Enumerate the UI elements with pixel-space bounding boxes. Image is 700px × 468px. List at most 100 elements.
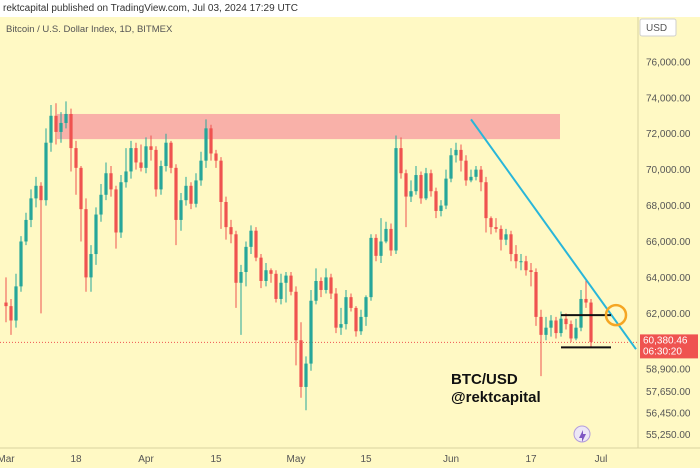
- price-tick-label: 72,000.00: [646, 129, 691, 140]
- candle-body: [344, 297, 348, 325]
- candle-body: [309, 300, 313, 364]
- candle-body: [364, 297, 368, 317]
- candle-body: [14, 286, 18, 321]
- last-price-tag: [640, 334, 698, 359]
- candle-body: [494, 227, 498, 229]
- candle-body: [524, 261, 528, 271]
- price-tick-label: 76,000.00: [646, 57, 691, 68]
- candle-body: [459, 149, 463, 161]
- candle-body: [469, 176, 473, 181]
- candle-body: [24, 219, 28, 242]
- candle-body: [519, 261, 523, 263]
- candle-body: [589, 302, 593, 343]
- candle-body: [429, 173, 433, 192]
- candle-body: [84, 209, 88, 278]
- time-tick-label: 18: [70, 454, 82, 465]
- candle-body: [209, 128, 213, 154]
- candle-body: [399, 148, 403, 174]
- candle-body: [484, 182, 488, 219]
- price-tick-label: 70,000.00: [646, 165, 691, 176]
- downtrend-line: [470, 118, 637, 350]
- candle-body: [184, 185, 188, 201]
- candle-body: [454, 149, 458, 156]
- candle-body: [94, 214, 98, 255]
- candle-body: [289, 275, 293, 292]
- highlight-circle: [604, 303, 628, 327]
- candle-body: [264, 270, 268, 281]
- time-tick-label: 17: [525, 454, 537, 465]
- candle-body: [324, 277, 328, 290]
- candle-body: [134, 148, 138, 163]
- candle-body: [544, 327, 548, 335]
- candle-body: [559, 318, 563, 334]
- candle-body: [584, 298, 588, 303]
- time-tick-label: 15: [360, 454, 372, 465]
- price-axis[interactable]: [638, 17, 700, 448]
- candle-body: [354, 307, 358, 332]
- candle-body: [4, 302, 8, 307]
- plot-area[interactable]: [0, 17, 638, 448]
- candle-body: [204, 128, 208, 161]
- price-tick-label: 55,250.00: [646, 430, 691, 441]
- candle-body: [79, 167, 83, 210]
- candle-body: [314, 280, 318, 301]
- candle-body: [514, 254, 518, 262]
- price-tick-label: 58,900.00: [646, 364, 691, 375]
- candle-body: [229, 227, 233, 235]
- price-tick-label: 57,650.00: [646, 387, 691, 398]
- candle-body: [74, 148, 78, 168]
- time-tick-label: Apr: [138, 454, 154, 465]
- time-tick-label: May: [287, 454, 306, 465]
- currency-box[interactable]: [639, 18, 677, 37]
- candle-body: [159, 166, 163, 190]
- candle-body: [509, 234, 513, 255]
- candle-body: [194, 180, 198, 204]
- candle-body: [464, 160, 468, 181]
- candle-body: [489, 218, 493, 228]
- price-ticks: 76,000.00 74,000.00 72,000.00 70,000.00 68,0…: [646, 57, 691, 441]
- time-tick-label: Mar: [0, 454, 15, 465]
- candle-body: [44, 142, 48, 201]
- time-axis[interactable]: [0, 448, 700, 468]
- candle-body: [219, 160, 223, 202]
- time-tick-label: 15: [210, 454, 222, 465]
- last-price-countdown: 06:30:20: [643, 346, 682, 357]
- candle-body: [294, 291, 298, 341]
- candle-body: [34, 185, 38, 199]
- candle-body: [564, 318, 568, 325]
- candle-body: [569, 324, 573, 339]
- candle-body: [154, 149, 158, 190]
- candle-body: [329, 277, 333, 294]
- candle-body: [414, 175, 418, 192]
- candle-body: [529, 270, 533, 273]
- price-tick-label: 68,000.00: [646, 201, 691, 212]
- candle-body: [269, 270, 273, 274]
- candle-body: [439, 205, 443, 211]
- candle-body: [409, 191, 413, 197]
- candle-body: [104, 173, 108, 195]
- candle-body: [579, 298, 583, 328]
- candles-group: [4, 101, 593, 411]
- candle-body: [534, 272, 538, 317]
- price-tick-label: 56,450.00: [646, 408, 691, 419]
- symbol-label: Bitcoin / U.S. Dollar Index, 1D, BITMEX: [6, 24, 173, 35]
- candle-body: [369, 237, 373, 298]
- candle-body: [549, 320, 553, 328]
- candle-body: [239, 272, 243, 283]
- candle-body: [349, 297, 353, 308]
- candle-body: [224, 201, 228, 228]
- candle-body: [174, 167, 178, 220]
- time-tick-label: Jul: [595, 454, 608, 465]
- candle-body: [449, 155, 453, 179]
- candle-body: [444, 178, 448, 206]
- candle-body: [474, 169, 478, 177]
- candle-body: [379, 241, 383, 256]
- tradingview-logo[interactable]: [573, 425, 591, 443]
- candle-body: [419, 175, 423, 199]
- candle-body: [124, 171, 128, 183]
- candle-body: [539, 316, 543, 335]
- last-price-value: 60,380.46: [643, 335, 688, 346]
- time-tick-label: Jun: [443, 454, 459, 465]
